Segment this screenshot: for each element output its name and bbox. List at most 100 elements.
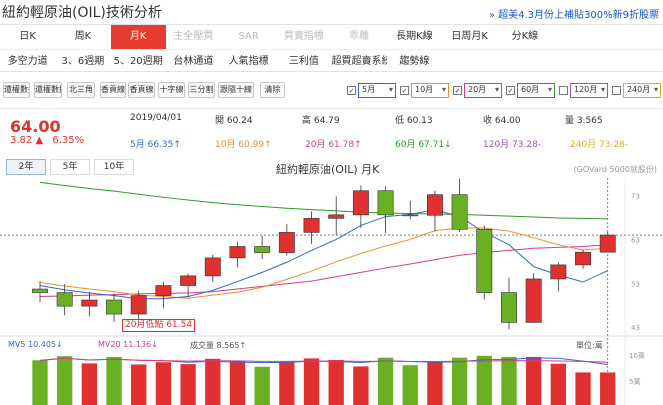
tab-top-3[interactable]: 主全壓買 [173, 31, 214, 42]
ma20-line [39, 244, 608, 297]
volume-bar [402, 365, 418, 405]
tab-bottom-1[interactable]: 3、6週期 [55, 49, 111, 73]
tab-bottom-7[interactable]: 趨勢線 [386, 49, 442, 73]
tab-top-2[interactable]: 月K [110, 25, 166, 49]
quote-date: 2019/04/01 [130, 113, 182, 123]
candle-body [426, 194, 443, 216]
period-tab-0[interactable]: 2年 [6, 159, 46, 175]
tab-top-0[interactable]: 日K [19, 31, 36, 42]
candle-body [81, 299, 98, 307]
header: 紐約輕原油(OIL)技術分析 » 超美4.3月份上補貼300%新9折股票 [0, 0, 663, 22]
volume-bar [155, 362, 172, 405]
volume-bar [476, 355, 492, 405]
tab-top-8[interactable]: 日周月K [451, 31, 488, 42]
tab-bottom-11[interactable] [607, 49, 663, 73]
tab-bottom-2[interactable]: 5、20週期 [110, 49, 166, 73]
toolbar-button-7[interactable]: 跟隨十線 [218, 82, 254, 98]
ma-checkbox-1[interactable]: ✓ [400, 85, 409, 95]
volume-bar [32, 360, 48, 405]
tab-bottom-4[interactable]: 人氣指標 [221, 49, 277, 73]
volume-tick-label: 10萬 [629, 351, 645, 360]
tab-bottom-3[interactable]: 台林通道 [165, 49, 221, 73]
candle-body [303, 218, 320, 233]
ma120-value: 120月 73.28- [483, 140, 542, 150]
toolbar-button-8[interactable]: 清除 [260, 82, 285, 98]
period-tab-1[interactable]: 5年 [50, 159, 90, 175]
y-tick-label: 63 [631, 236, 640, 244]
ma-period-select-2[interactable]: 20月 [464, 82, 502, 98]
toolbar-button-3[interactable]: 香頁線 [100, 82, 126, 98]
candle-body [32, 288, 48, 293]
ma-checkbox-3[interactable]: ✓ [506, 85, 515, 95]
period-tab-2[interactable]: 10年 [94, 159, 134, 175]
ma-checkbox-5[interactable] [612, 85, 621, 95]
tab-top-7[interactable]: 長期K線 [396, 31, 433, 42]
volume-bar [229, 361, 246, 405]
ma-checkbox-2[interactable]: ✓ [453, 85, 462, 95]
toolbar-button-2[interactable]: 北三角 [67, 82, 95, 98]
candle-body [501, 292, 517, 323]
quote-high: 高 64.79 [302, 116, 340, 126]
ma-period-select-1[interactable]: 10月 [411, 82, 449, 98]
volume-label: 成交量 8.565↑ [190, 341, 247, 350]
ma-field-1: ✓ 10月 [400, 82, 449, 98]
tab-bottom-9[interactable] [497, 49, 553, 73]
quote-volume: 量 3.565 [565, 116, 603, 126]
tab-bottom-6[interactable]: 超買超賣系統 [331, 49, 387, 73]
toolbar-button-6[interactable]: 三分割 [188, 82, 215, 98]
ma-period-select-4[interactable]: 120月 [570, 82, 608, 98]
volume-unit-label: 單位:萬 [576, 341, 603, 350]
ma-period-select-0[interactable]: 5月 [358, 82, 396, 98]
ma5-line [39, 209, 608, 300]
tab-top-6[interactable]: 乖離 [349, 31, 370, 42]
tab-top-10[interactable] [553, 25, 608, 49]
ma20-value: 20月 61.78↑ [305, 140, 362, 150]
tab-top-1[interactable]: 周K [74, 31, 92, 42]
ma-period-select-5[interactable]: 240月 [623, 82, 661, 98]
tab-top-9[interactable]: 分K線 [511, 31, 539, 42]
ma-period-select-3[interactable]: 60月 [517, 82, 555, 98]
toolbar-button-5[interactable]: 十字線 [158, 82, 185, 98]
toolbar-button-1[interactable]: 還權數據 [34, 82, 62, 98]
candle-body [106, 299, 123, 315]
candle-body [377, 190, 394, 216]
tab-bottom-0[interactable]: 多空力道 [0, 49, 56, 73]
ma-field-2: ✓ 20月 [453, 82, 502, 98]
volume-bar [353, 366, 369, 405]
ma-checkbox-0[interactable]: ✓ [347, 85, 356, 95]
promo-link[interactable]: » 超美4.3月份上補貼300%新9折股票 [488, 10, 659, 21]
ma-field-0: ✓ 5月 [347, 82, 396, 98]
ma-field-5: 240月 [612, 82, 661, 98]
tab-top-11[interactable] [608, 25, 663, 49]
y-tick-label: 53 [631, 280, 640, 288]
tab-top-4[interactable]: SAR [238, 31, 259, 42]
tab-bottom-5[interactable]: 三利值 [276, 49, 332, 73]
toolbar-button-4[interactable]: 香頁線 [128, 82, 155, 98]
volume-ma20-label: MV20 11.136↓ [98, 340, 158, 349]
price-chart[interactable]: 73 63 53 43 10萬 5萬 [0, 178, 663, 405]
volume-bar [550, 363, 567, 405]
ma240-value: 240月 73.28- [570, 140, 629, 150]
chart-source: (GOVard 5000就股份) [573, 165, 657, 174]
candle-body [254, 246, 271, 253]
chart-title: 紐約輕原油(OIL) 月K [276, 163, 380, 176]
volume-bar [600, 372, 616, 405]
tab-bottom-10[interactable] [552, 49, 608, 73]
volume-tick-label: 5萬 [629, 377, 640, 386]
quote-close: 收 64.00 [483, 116, 521, 126]
tab-top-5[interactable]: 買賣指標 [283, 31, 324, 42]
ma60-value: 60月 67.71↓ [395, 140, 452, 150]
tab-bottom-8[interactable] [442, 49, 498, 73]
ma5-value: 5月 66.35↑ [130, 140, 181, 150]
quote-panel: 64.00 3.82 ▲ 6.35% 2019/04/01 開 60.24 高 … [0, 108, 663, 150]
quote-low: 低 60.13 [395, 116, 433, 126]
volume-bar [81, 363, 98, 405]
candle-body [402, 214, 419, 217]
toolbar-button-0[interactable]: 還權數據 [3, 82, 30, 98]
ma10-value: 10月 60.99↑ [215, 140, 272, 150]
volume-bar [106, 356, 122, 405]
candle-body [550, 264, 567, 280]
ma-checkbox-4[interactable] [559, 85, 568, 95]
volume-bar [303, 358, 320, 405]
tab-row-1: 日K 周K 月K 主全壓買 SAR 買賣指標 乖離 長期K線 日周月K 分K線 [0, 25, 663, 49]
